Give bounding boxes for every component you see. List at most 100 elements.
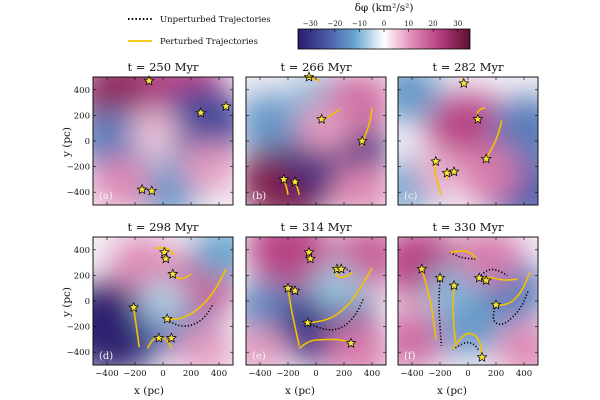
star-marker (289, 285, 301, 296)
unperturbed-trajectory (452, 341, 480, 352)
potential-field (246, 237, 386, 365)
x-tick-label: −400 (248, 369, 271, 379)
star-marker (416, 263, 428, 274)
x-tick-label: 400 (364, 369, 380, 379)
x-tick-label: 0 (313, 369, 318, 379)
panel-label: (a) (99, 191, 113, 202)
star-marker (356, 135, 368, 146)
perturbed-trajectory (421, 268, 437, 340)
star-marker (153, 332, 165, 343)
x-axis-label-right: x (pc) (437, 385, 467, 397)
panel-a: 400 200 0 −200 −400 t = 250 Myr (a) (67, 60, 234, 206)
panel-title: t = 282 Myr (433, 60, 504, 74)
perturbed-trajectory (154, 247, 175, 256)
x-axis-label-middle: x (pc) (285, 385, 315, 397)
star-marker (161, 313, 173, 324)
y-tick-label: 0 (85, 297, 90, 307)
colorbar-tick-label: 10 (404, 20, 413, 28)
panel-c: t = 282 Myr (c) (397, 60, 539, 206)
panel-label: (c) (404, 191, 418, 202)
star-marker (158, 246, 170, 257)
field-blob (413, 149, 467, 197)
perturbed-trajectory (479, 276, 518, 281)
colorbar-tick-label: 20 (429, 20, 438, 28)
panel-title: t = 314 Myr (281, 220, 352, 234)
field-blob (495, 322, 538, 365)
x-tick-label: 400 (516, 369, 532, 379)
perturbed-trajectory (360, 107, 373, 147)
x-axis-label-left: x (pc) (134, 385, 164, 397)
star-marker (345, 337, 357, 348)
star-marker (335, 263, 347, 274)
colorbar-label: δφ (km²/s²) (355, 2, 414, 14)
potential-field (246, 77, 386, 205)
star-marker (278, 173, 290, 185)
perturbed-trajectory (449, 250, 478, 260)
star-marker (430, 155, 442, 167)
x-tick-label: −200 (428, 369, 451, 379)
star-marker (302, 317, 314, 328)
potential-field (398, 237, 538, 365)
star-marker (473, 272, 485, 283)
panel-e: −400 −200 0 200 400 t = 314 Myr (e) (245, 220, 387, 379)
y-tick-label: 400 (74, 86, 90, 96)
field-blob (111, 237, 173, 290)
y-tick-label: −400 (67, 188, 90, 198)
perturbed-trajectory (335, 268, 353, 278)
y-tick-label: 0 (85, 137, 90, 147)
star-marker (136, 183, 148, 195)
star-marker (165, 332, 177, 343)
field-blob (491, 96, 538, 161)
colorbar-tick-label: −30 (303, 20, 318, 28)
trajectories (434, 78, 503, 196)
unperturbed-trajectory (449, 251, 477, 260)
star-marker (480, 153, 492, 164)
perturbed-trajectory (495, 272, 531, 306)
perturbed-trajectory (287, 288, 300, 346)
panel-label: (b) (252, 191, 266, 202)
colorbar-tick-label: −20 (327, 20, 342, 28)
panel-label: (f) (404, 351, 416, 362)
field-blob (295, 103, 354, 154)
legend: Unperturbed Trajectories Perturbed Traje… (128, 15, 271, 47)
perturbed-trajectory (434, 161, 443, 196)
x-tick-label: −200 (123, 369, 146, 379)
colorbar-tick-label: 0 (382, 20, 386, 28)
y-tick-label: −400 (67, 348, 90, 358)
perturbed-trajectory (132, 307, 140, 348)
y-tick-label: −200 (67, 163, 90, 173)
star-marker (448, 279, 460, 291)
unperturbed-trajectory (307, 298, 365, 331)
perturbed-trajectory (167, 268, 227, 320)
potential-field (93, 77, 233, 205)
star-marker (448, 165, 460, 177)
y-tick-label: −200 (67, 323, 90, 333)
x-tick-label: 200 (183, 369, 199, 379)
star-marker (167, 268, 179, 279)
colorbar-ticks: −30 −20 −10 0 10 20 30 (303, 20, 462, 32)
star-marker (434, 272, 446, 283)
colorbar: δφ (km²/s²) −30 −20 −10 0 10 20 30 (297, 2, 471, 50)
colorbar-tick-label: −10 (352, 20, 367, 28)
x-tick-label: 400 (211, 369, 227, 379)
field-blob (456, 144, 522, 202)
y-axis-label-bottom: y (pc) (61, 287, 73, 318)
unperturbed-trajectory (166, 303, 215, 327)
field-blob (129, 109, 180, 153)
star-marker (476, 351, 488, 362)
panel-f: −400 −200 0 200 400 t = 330 Myr (f) (397, 220, 539, 379)
perturbed-trajectory (451, 332, 483, 358)
panel-title: t = 250 Myr (128, 60, 199, 74)
field-blob (310, 265, 364, 312)
x-tick-label: 0 (465, 369, 470, 379)
field-blob (325, 321, 386, 365)
star-marker (128, 301, 140, 313)
field-blob (180, 141, 233, 192)
panel-label: (e) (252, 351, 266, 362)
field-blob (246, 93, 303, 151)
field-blob (93, 156, 152, 205)
x-tick-label: 200 (488, 369, 504, 379)
x-tick-label: 200 (336, 369, 352, 379)
x-tick-label: −200 (276, 369, 299, 379)
